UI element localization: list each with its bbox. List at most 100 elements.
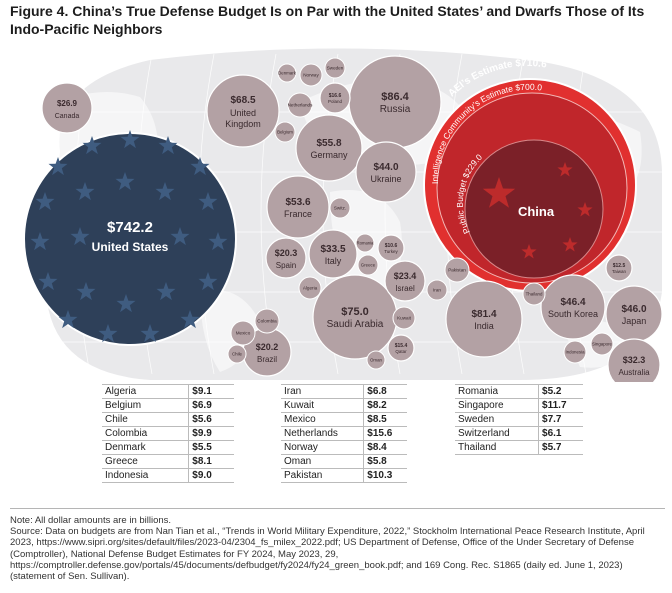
value-label-united-states: $742.2 bbox=[107, 219, 153, 236]
small-bubble-colombia: Colombia bbox=[254, 308, 280, 334]
value-label-india: $81.4 bbox=[471, 309, 496, 320]
small-bubble-label-kuwait: Kuwait bbox=[397, 316, 412, 321]
us-star-mark bbox=[120, 130, 140, 149]
table-country-cell: Indonesia bbox=[102, 468, 189, 483]
small-bubble-circle bbox=[324, 57, 346, 79]
small-bubble-sweden: Sweden bbox=[324, 57, 346, 79]
table-country-cell: Belgium bbox=[102, 398, 189, 413]
country-label-united-kingdom-line2: Kingdom bbox=[225, 119, 261, 129]
bubble-canada: $26.9 Canada bbox=[41, 82, 93, 134]
table-country-cell: Singapore bbox=[455, 398, 539, 413]
small-bubble-switz: Switz. bbox=[329, 197, 351, 219]
bubble-circle bbox=[540, 274, 606, 340]
small-bubble-oman: Oman bbox=[366, 350, 386, 370]
small-bubble-chile: Chile bbox=[227, 344, 247, 364]
small-bubble-kuwait: Kuwait bbox=[392, 306, 416, 330]
table-row: Netherlands $15.6 bbox=[281, 426, 407, 441]
country-label-turkey: Turkey bbox=[384, 249, 398, 254]
us-star-mark bbox=[190, 157, 210, 176]
small-bubble-label-algeria: Algeria bbox=[303, 286, 318, 291]
note-text: Note: All dollar amounts are in billions… bbox=[10, 515, 172, 526]
small-bubble-label-oman: Oman bbox=[370, 358, 383, 363]
small-bubble-belgium: Belgium bbox=[274, 121, 296, 143]
country-label-japan: Japan bbox=[622, 316, 647, 326]
small-bubble-label-pakistan: Pakistan bbox=[448, 268, 466, 273]
country-label-qatar: Qatar bbox=[395, 349, 407, 354]
value-label-japan: $46.0 bbox=[621, 304, 646, 315]
small-bubble-circle bbox=[444, 257, 470, 283]
table-country-cell: Chile bbox=[102, 412, 189, 427]
table-row: Belgium $6.9 bbox=[102, 398, 234, 413]
bubble-circle bbox=[265, 237, 307, 279]
small-bubble-label-singapore: Singapore bbox=[592, 342, 613, 347]
small-bubble-circle bbox=[274, 121, 296, 143]
bubble-australia: $32.3 Australia bbox=[607, 338, 661, 382]
source-text: Source: Data on budgets are from Nan Tia… bbox=[10, 526, 645, 583]
value-label-united-kingdom: $68.5 bbox=[230, 95, 255, 106]
table-value-cell: $11.7 bbox=[538, 398, 583, 413]
value-label-poland: $16.6 bbox=[329, 93, 342, 99]
us-star-mark bbox=[38, 272, 58, 291]
china-star-small bbox=[521, 244, 537, 259]
small-bubble-circle bbox=[357, 254, 379, 276]
small-bubble-label-colombia: Colombia bbox=[257, 319, 277, 324]
small-bubble-indonesia: Indonesia bbox=[563, 340, 587, 364]
small-bubble-label-sweden: Sweden bbox=[327, 66, 344, 71]
value-label-qatar: $15.4 bbox=[395, 343, 408, 349]
small-bubble-circle bbox=[299, 63, 323, 87]
small-bubble-pakistan: Pakistan bbox=[444, 257, 470, 283]
country-label-russia: Russia bbox=[380, 104, 411, 115]
small-bubble-circle bbox=[230, 320, 256, 346]
table-row: Sweden $7.7 bbox=[455, 412, 583, 427]
bubble-circle bbox=[387, 334, 415, 362]
table-row: Iran $6.8 bbox=[281, 384, 407, 399]
small-bubble-circle bbox=[227, 344, 247, 364]
us-star-mark bbox=[35, 192, 55, 211]
table-value-cell: $15.6 bbox=[363, 426, 407, 441]
us-star-mark bbox=[155, 182, 175, 201]
us-star-mark bbox=[76, 282, 96, 301]
table-value-cell: $9.0 bbox=[188, 468, 234, 483]
table-value-cell: $5.8 bbox=[363, 454, 407, 469]
table-country-cell: Denmark bbox=[102, 440, 189, 455]
bubble-circle bbox=[384, 260, 426, 302]
table-row: Colombia $9.9 bbox=[102, 426, 234, 441]
small-bubble-circle bbox=[366, 350, 386, 370]
us-star-mark bbox=[58, 310, 78, 329]
country-label-taiwan: Taiwan bbox=[612, 269, 627, 274]
table-row: Mexico $8.5 bbox=[281, 412, 407, 427]
figure-title: Figure 4. China’s True Defense Budget Is… bbox=[10, 3, 645, 37]
table-value-cell: $9.9 bbox=[188, 426, 234, 441]
bubble-circle bbox=[266, 175, 330, 239]
small-bubble-thailand: Thailand bbox=[522, 282, 546, 306]
table-value-cell: $8.5 bbox=[363, 412, 407, 427]
bubble-circle bbox=[206, 74, 280, 148]
table-row: Thailand $5.7 bbox=[455, 440, 583, 455]
small-bubble-label-norway: Norway bbox=[303, 73, 319, 78]
bubble-circle bbox=[445, 280, 523, 358]
small-bubble-circle bbox=[277, 63, 297, 83]
small-bubble-greece: Greece bbox=[357, 254, 379, 276]
value-label-turkey: $10.6 bbox=[385, 243, 398, 249]
country-label-saudi-arabia: Saudi Arabia bbox=[327, 319, 384, 330]
table-row: Indonesia $9.0 bbox=[102, 468, 234, 483]
table-row: Algeria $9.1 bbox=[102, 384, 234, 399]
bubble-map-chart: $742.2 United States China AEI’s Estimate $… bbox=[0, 42, 672, 382]
small-bubble-mexico: Mexico bbox=[230, 320, 256, 346]
country-label-germany: Germany bbox=[310, 150, 348, 160]
us-star-mark bbox=[115, 172, 135, 191]
bubble-circle bbox=[355, 141, 417, 203]
table-row: Chile $5.6 bbox=[102, 412, 234, 427]
table-country-cell: Sweden bbox=[455, 412, 539, 427]
us-star-mark bbox=[70, 227, 90, 246]
bubble-circle bbox=[607, 338, 661, 382]
country-label-france: France bbox=[284, 209, 312, 219]
